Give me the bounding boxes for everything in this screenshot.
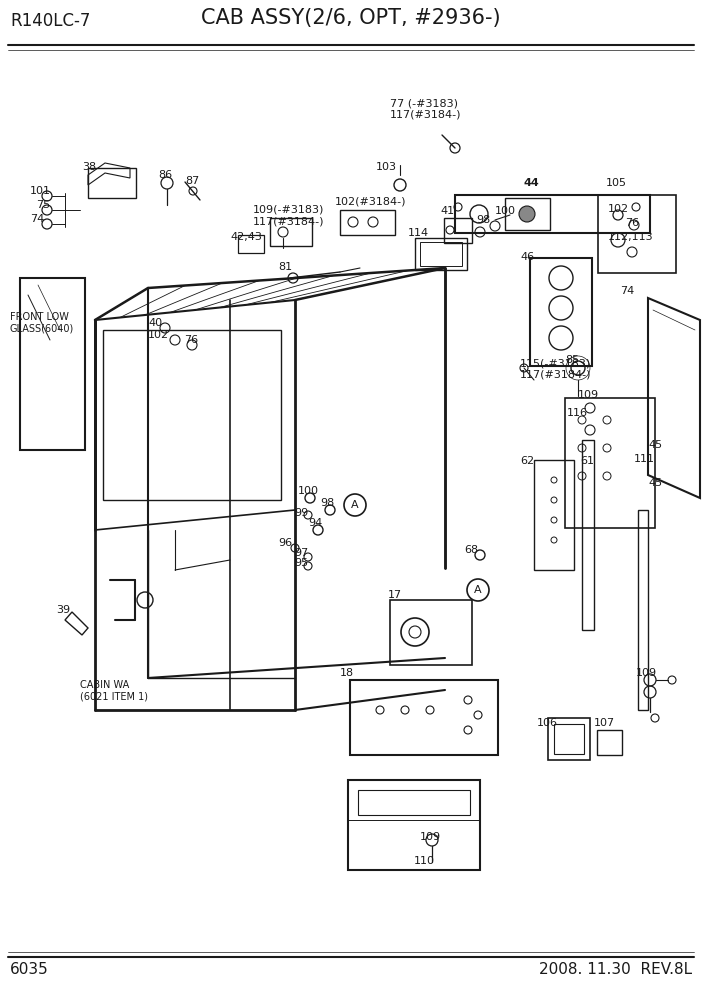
Text: 109: 109	[578, 390, 599, 400]
Text: 45: 45	[648, 478, 662, 488]
Bar	[530, 258, 592, 366]
Bar	[420, 242, 462, 266]
Text: 106: 106	[537, 718, 558, 728]
Text: 112,113: 112,113	[608, 232, 654, 242]
Bar	[565, 398, 655, 528]
Text: FRONT LOW
GLASS(6040): FRONT LOW GLASS(6040)	[10, 312, 74, 333]
Text: 76: 76	[184, 335, 198, 345]
Bar	[534, 460, 574, 570]
Text: CABIN WA
(6021 ITEM 1): CABIN WA (6021 ITEM 1)	[80, 680, 148, 701]
Text: 94: 94	[308, 518, 322, 528]
Text: 46: 46	[520, 252, 534, 262]
Text: 38: 38	[82, 162, 96, 172]
Text: 95: 95	[294, 558, 308, 568]
Text: 40: 40	[148, 318, 162, 328]
Text: 97: 97	[294, 548, 308, 558]
Bar	[103, 330, 281, 500]
Text: 100: 100	[495, 206, 516, 216]
Text: 68: 68	[464, 545, 478, 555]
Text: 109: 109	[420, 832, 441, 842]
Bar	[350, 680, 498, 755]
Bar	[582, 440, 594, 630]
Circle shape	[519, 206, 535, 222]
Bar	[444, 218, 472, 243]
Text: R140LC-7: R140LC-7	[10, 12, 91, 30]
Bar	[638, 510, 648, 710]
Bar	[358, 790, 470, 815]
Bar	[415, 238, 467, 270]
Text: 42,43: 42,43	[230, 232, 262, 242]
Text: 18: 18	[340, 668, 354, 678]
Text: 110: 110	[414, 856, 435, 866]
Text: 45: 45	[648, 440, 662, 450]
Text: 44: 44	[523, 178, 538, 188]
Text: 81: 81	[278, 262, 292, 272]
Text: 75: 75	[36, 200, 50, 210]
Bar	[88, 168, 136, 198]
Text: 62: 62	[520, 456, 534, 466]
Bar	[238, 235, 264, 253]
Text: A: A	[351, 500, 359, 510]
Bar	[548, 718, 590, 760]
Bar	[598, 195, 676, 273]
Bar	[20, 278, 85, 450]
Bar	[390, 600, 472, 665]
Text: 17: 17	[388, 590, 402, 600]
Text: 114: 114	[408, 228, 429, 238]
Text: 74: 74	[30, 214, 44, 224]
Text: 99: 99	[294, 508, 308, 518]
Text: 102: 102	[608, 204, 629, 214]
Text: 102(#3184-): 102(#3184-)	[335, 196, 406, 206]
Text: 100: 100	[298, 486, 319, 496]
Text: 41: 41	[440, 206, 454, 216]
Text: CAB ASSY(2/6, OPT, #2936-): CAB ASSY(2/6, OPT, #2936-)	[201, 8, 501, 28]
Text: 102: 102	[148, 330, 169, 340]
Text: 115(-#3183)
117(#3184-): 115(-#3183) 117(#3184-)	[520, 358, 592, 380]
Text: 105: 105	[606, 178, 627, 188]
Bar	[455, 195, 650, 233]
Bar	[340, 210, 395, 235]
Text: 98: 98	[476, 215, 490, 225]
Text: 76: 76	[625, 218, 639, 228]
Text: 6035: 6035	[10, 962, 48, 977]
Text: 101: 101	[30, 186, 51, 196]
Text: 61: 61	[580, 456, 594, 466]
Text: 98: 98	[320, 498, 334, 508]
Text: 86: 86	[158, 170, 172, 180]
Text: 87: 87	[185, 176, 199, 186]
Text: 103: 103	[376, 162, 397, 172]
Text: 109(-#3183)
117(#3184-): 109(-#3183) 117(#3184-)	[253, 205, 324, 226]
Text: 74: 74	[620, 286, 634, 296]
Text: 109: 109	[636, 668, 657, 678]
Text: 96: 96	[278, 538, 292, 548]
Bar	[270, 218, 312, 246]
Bar	[348, 780, 480, 870]
Bar	[505, 198, 550, 230]
Text: 39: 39	[56, 605, 70, 615]
Text: A: A	[474, 585, 482, 595]
Bar	[597, 730, 622, 755]
Text: 116: 116	[567, 408, 588, 418]
Text: 111: 111	[634, 454, 655, 464]
Text: 85: 85	[565, 355, 579, 365]
Text: 2008. 11.30  REV.8L: 2008. 11.30 REV.8L	[539, 962, 692, 977]
Text: 107: 107	[594, 718, 615, 728]
Text: 77 (-#3183)
117(#3184-): 77 (-#3183) 117(#3184-)	[390, 98, 461, 120]
Bar	[554, 724, 584, 754]
